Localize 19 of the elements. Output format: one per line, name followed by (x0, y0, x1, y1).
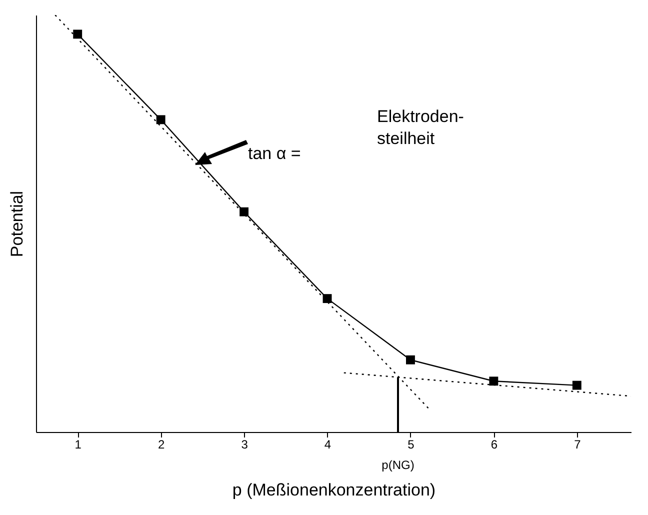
point (156, 115, 166, 124)
x-tick-label: 3 (241, 438, 248, 452)
annotation: tan α = (248, 144, 301, 163)
point (489, 376, 498, 386)
point (240, 207, 249, 216)
point (572, 380, 582, 390)
x-axis-title: p (Meßionenkonzentration) (232, 480, 436, 500)
point (406, 355, 415, 364)
x-tick-label: 1 (74, 438, 82, 452)
x-tick-label: 2 (158, 438, 165, 452)
y-axis-title: Potential (8, 190, 26, 258)
x-tick-label: 7 (574, 438, 582, 452)
point (73, 30, 82, 39)
point (322, 294, 332, 304)
x-tick-label: 6 (490, 438, 498, 452)
annotation: Elektroden- steilheit (377, 107, 464, 148)
x-tick-label: 4 (324, 438, 332, 452)
x-tick-label: 5 (408, 438, 415, 452)
ref-line-label: p(NG) (382, 458, 414, 472)
